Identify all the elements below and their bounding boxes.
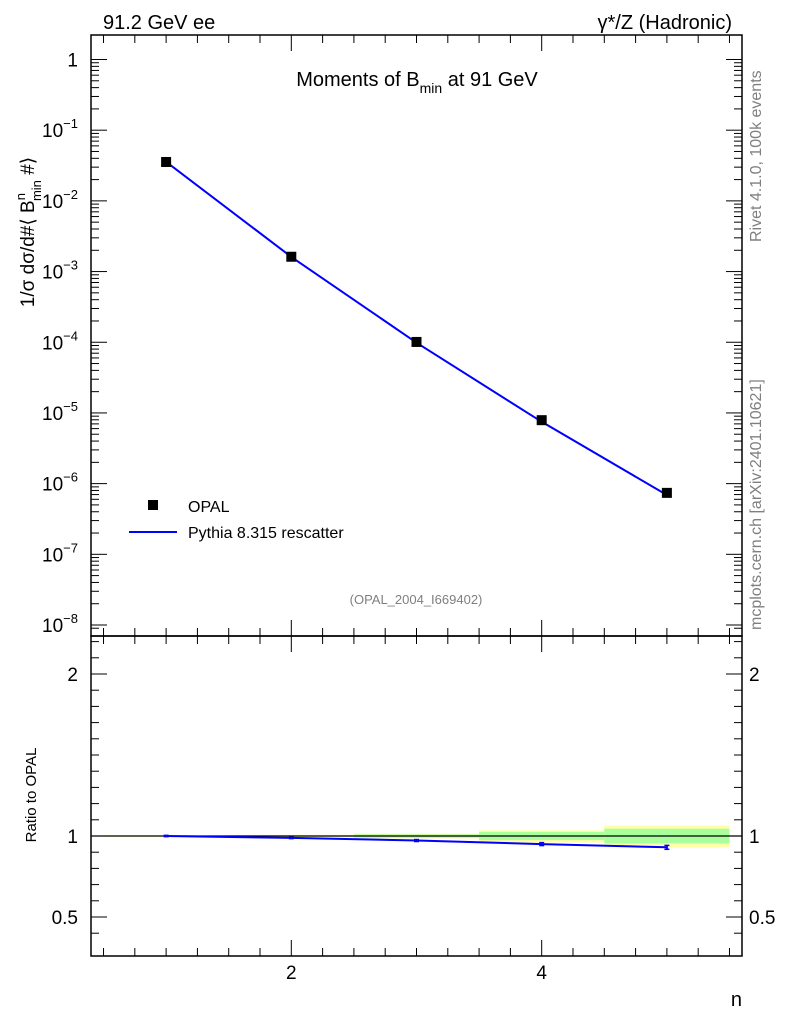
main-series bbox=[161, 156, 672, 498]
x-tick-label: 2 bbox=[286, 963, 297, 984]
main-y-axis-label: 1/σ dσ/d#⟨ Bnmin #⟩ bbox=[13, 157, 44, 307]
x-tick-label: 4 bbox=[536, 963, 547, 984]
opal-data-point bbox=[411, 336, 422, 347]
y-tick-exponent: −4 bbox=[63, 328, 78, 343]
ratio-y-tick-label-right: 1 bbox=[749, 827, 760, 848]
legend-opal-label: OPAL bbox=[188, 499, 230, 516]
y-tick-label: 10−7 bbox=[42, 540, 78, 566]
y-tick-exponent: −8 bbox=[63, 611, 78, 626]
ratio-uncertainty-bands bbox=[91, 825, 742, 848]
legend-pythia-label: Pythia 8.315 rescatter bbox=[188, 525, 344, 542]
main-chart-title: Moments of Bmin at 91 GeV bbox=[296, 69, 538, 96]
ratio-y-tick-label-left: 2 bbox=[67, 665, 78, 686]
y-tick-exponent: −6 bbox=[63, 470, 78, 485]
y-tick-base: 10 bbox=[42, 192, 63, 213]
y-tick-base: 10 bbox=[42, 121, 63, 142]
main-plot-frame bbox=[90, 34, 743, 637]
x-axis-label: n bbox=[731, 989, 742, 1011]
y-tick-label: 1 bbox=[67, 51, 78, 72]
mcplots-label: mcplots.cern.ch [arXiv:2401.10621] bbox=[748, 379, 765, 630]
y-tick-label: 10−2 bbox=[42, 187, 78, 213]
opal-data-point bbox=[536, 415, 547, 426]
ylabel-superscript: n bbox=[13, 193, 28, 200]
y-tick-label: 10−1 bbox=[42, 116, 78, 142]
pythia-curve bbox=[165, 161, 668, 496]
y-tick-base: 10 bbox=[42, 404, 63, 425]
title-subscript: min bbox=[420, 80, 443, 96]
title-text: Moments of B bbox=[296, 69, 419, 91]
y-tick-base: 10 bbox=[42, 545, 63, 566]
ratio-plot-panel: 0.5 0.5 1 1 2 2 2 4 Ratio to OPAL n bbox=[23, 635, 775, 1011]
legend-opal-marker bbox=[148, 500, 158, 510]
y-tick-exponent: −3 bbox=[63, 258, 78, 273]
y-tick-exponent: −7 bbox=[63, 540, 78, 555]
y-tick-base: 10 bbox=[42, 333, 63, 354]
ylabel-subscript: min bbox=[29, 180, 44, 201]
opal-data-point bbox=[661, 487, 672, 498]
analysis-watermark: (OPAL_2004_I669402) bbox=[350, 592, 483, 607]
y-tick-label: 10−5 bbox=[42, 399, 78, 425]
y-tick-exponent: −5 bbox=[63, 399, 78, 414]
ratio-y-tick-label-left: 1 bbox=[67, 827, 78, 848]
y-tick-base: 10 bbox=[42, 263, 63, 284]
ylabel-suffix: #⟩ bbox=[18, 157, 39, 180]
ratio-y-tick-label-right: 2 bbox=[749, 665, 760, 686]
y-tick-base: 10 bbox=[42, 616, 63, 637]
main-axis-ticks: 10−810−710−610−510−410−310−210−11 bbox=[42, 35, 742, 637]
title-suffix: at 91 GeV bbox=[442, 69, 538, 91]
rivet-version-label: Rivet 4.1.0, 100k events bbox=[748, 70, 765, 242]
ratio-series bbox=[163, 834, 670, 851]
opal-data-point bbox=[286, 251, 297, 262]
ratio-axis-ticks: 0.5 0.5 1 1 2 2 2 4 bbox=[52, 636, 775, 984]
y-tick-label: 10−8 bbox=[42, 611, 78, 637]
header-right-label: γ*/Z (Hadronic) bbox=[598, 12, 732, 34]
main-plot-panel: 10−810−710−610−510−410−310−210−11 Moment… bbox=[13, 34, 743, 637]
ratio-y-axis-label: Ratio to OPAL bbox=[23, 748, 40, 843]
y-tick-base: 10 bbox=[42, 475, 63, 496]
ylabel-text: 1/σ dσ/d#⟨ B bbox=[18, 200, 39, 307]
ratio-y-tick-label-right: 0.5 bbox=[749, 908, 775, 929]
legend: OPAL Pythia 8.315 rescatter bbox=[129, 499, 344, 542]
header-left-label: 91.2 GeV ee bbox=[103, 12, 215, 34]
y-tick-base: 1 bbox=[67, 51, 78, 72]
y-tick-exponent: −1 bbox=[63, 116, 78, 131]
ratio-y-tick-label-left: 0.5 bbox=[52, 908, 78, 929]
y-tick-label: 10−6 bbox=[42, 470, 78, 496]
opal-data-point bbox=[161, 156, 172, 167]
y-tick-exponent: −2 bbox=[63, 187, 78, 202]
ratio-plot-frame bbox=[90, 635, 743, 957]
y-tick-label: 10−3 bbox=[42, 258, 78, 284]
y-tick-label: 10−4 bbox=[42, 328, 78, 354]
